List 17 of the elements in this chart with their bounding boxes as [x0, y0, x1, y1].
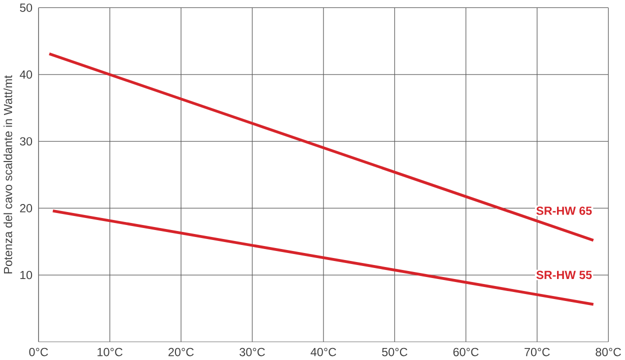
x-tick-label: 40°C	[310, 348, 336, 356]
x-tick-label: 10°C	[98, 348, 122, 356]
x-tick-label: 20°C	[168, 348, 194, 356]
series-label: SR-HW 65	[536, 206, 592, 216]
y-tick-label: 20	[20, 204, 32, 212]
x-tick-label: 0°C	[29, 348, 48, 356]
x-tick-label: 60°C	[453, 348, 479, 356]
y-tick-label: 30	[20, 137, 32, 146]
y-tick-label: 40	[20, 70, 32, 79]
x-tick-label: 70°C	[524, 348, 550, 356]
y-tick-label: 10	[20, 270, 32, 280]
y-axis-title: Potenza del cavo scaldante in Watt/mt	[4, 75, 12, 274]
series-label: SR-HW 55	[536, 270, 592, 280]
x-tick-label: 30°C	[240, 348, 265, 356]
x-tick-label: 50°C	[382, 348, 408, 356]
x-tick-label: 80°C	[596, 348, 621, 356]
y-tick-label: 50	[20, 4, 32, 12]
